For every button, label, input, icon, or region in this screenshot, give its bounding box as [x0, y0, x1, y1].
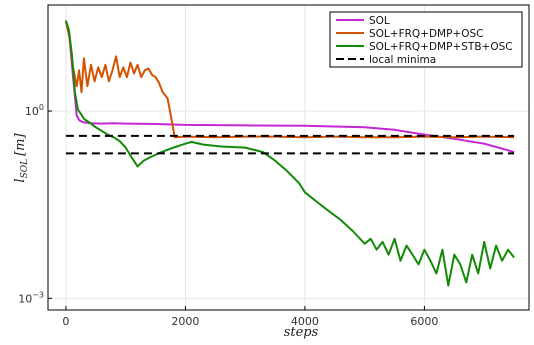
legend-label: SOL — [369, 15, 390, 27]
series-line-2 — [64, 20, 515, 287]
y-label-main: l — [13, 178, 28, 182]
x-tick-label: 6000 — [410, 315, 438, 328]
x-tick-label: 2000 — [171, 315, 199, 328]
y-tick-base: 10 — [18, 292, 32, 305]
y-tick-exponent: −3 — [32, 290, 44, 299]
legend-label: SOL+FRQ+DMP+OSC — [369, 28, 484, 40]
y-label-unit: [m] — [13, 132, 28, 155]
y-label-sub: SOL — [20, 159, 30, 179]
y-axis-label: lSOL [m] — [13, 132, 30, 182]
plot-frame — [47, 4, 530, 311]
x-axis: 0 2000 4000 6000 — [62, 306, 438, 328]
legend-label: local minima — [369, 54, 436, 66]
series-group — [64, 20, 515, 287]
series-line-1 — [64, 20, 515, 139]
x-tick-label: 0 — [62, 315, 69, 328]
x-tick-label: 4000 — [291, 315, 319, 328]
legend: SOLSOL+FRQ+DMP+OSCSOL+FRQ+DMP+STB+OSCloc… — [329, 11, 523, 68]
y-tick-exponent: 0 — [39, 103, 44, 112]
legend-label: SOL+FRQ+DMP+STB+OSC — [369, 41, 513, 53]
legend-box — [329, 11, 523, 68]
y-tick-base: 10 — [25, 105, 39, 118]
y-tick-label: 100 — [25, 103, 44, 118]
x-axis-label: steps — [284, 325, 319, 340]
y-tick-label: 10−3 — [18, 290, 44, 305]
